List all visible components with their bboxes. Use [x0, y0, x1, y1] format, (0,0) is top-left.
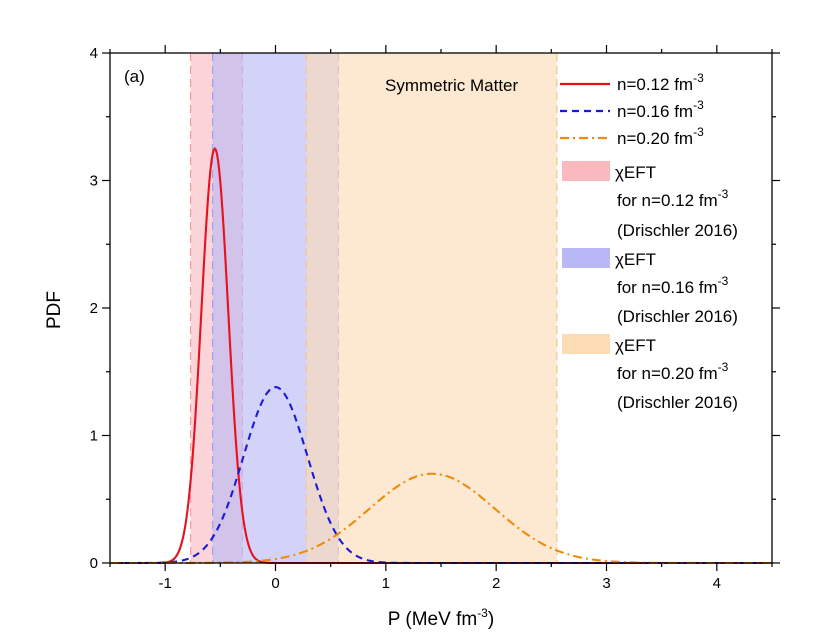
- legend-band-0-ref: (Drischler 2016): [617, 221, 738, 240]
- symmetric-matter-annotation: Symmetric Matter: [385, 76, 519, 95]
- legend-band-0-for: for n=0.12 fm-3: [617, 187, 729, 210]
- legend: n=0.12 fm-3 n=0.16 fm-3 n=0.20 fm-3 χEFT…: [560, 71, 738, 412]
- x-axis-title-sup: -3: [477, 606, 488, 620]
- x-axis-title: P (MeV fm-3): [388, 606, 494, 630]
- x-tick-label: 0: [271, 575, 279, 592]
- legend-swatch-band-2: [562, 334, 610, 354]
- x-tick-label: 1: [382, 575, 390, 592]
- y-tick-label: 0: [90, 555, 98, 572]
- legend-swatch-band-1: [562, 248, 610, 268]
- legend-band-0-label: χEFT: [615, 163, 656, 182]
- legend-item-band-0: χEFT for n=0.12 fm-3 (Drischler 2016): [562, 161, 738, 240]
- y-tick-label: 1: [90, 428, 98, 445]
- legend-band-2-for: for n=0.20 fm-3: [617, 360, 729, 383]
- legend-label-series-2: n=0.20 fm-3: [617, 125, 704, 148]
- legend-label-series-1: n=0.16 fm-3: [617, 98, 704, 121]
- x-tick-label: 2: [492, 575, 500, 592]
- legend-item-band-2: χEFT for n=0.20 fm-3 (Drischler 2016): [562, 334, 738, 412]
- legend-item-series-1: n=0.16 fm-3: [560, 98, 704, 121]
- legend-swatch-band-0: [562, 161, 610, 181]
- y-tick-label: 3: [90, 173, 98, 190]
- y-axis-title: PDF: [44, 291, 65, 329]
- legend-band-2-ref: (Drischler 2016): [617, 393, 738, 412]
- series-curve-2: [110, 472, 772, 565]
- legend-band-1-ref: (Drischler 2016): [617, 307, 738, 326]
- y-tick-label: 2: [90, 300, 98, 317]
- legend-label-series-0: n=0.12 fm-3: [617, 71, 704, 94]
- x-axis-title-close: ): [488, 609, 494, 630]
- ticks-layer: -1 0 1 2 3 4 0 1 2 3 4: [90, 45, 780, 592]
- legend-band-2-label: χEFT: [615, 336, 656, 355]
- x-tick-label: 4: [713, 575, 721, 592]
- x-tick-label: -1: [158, 575, 171, 592]
- panel-label: (a): [124, 67, 145, 86]
- legend-band-1-for: for n=0.16 fm-3: [617, 274, 729, 297]
- y-tick-label: 4: [90, 45, 98, 62]
- legend-item-series-0: n=0.12 fm-3: [560, 71, 704, 94]
- x-tick-label: 3: [602, 575, 610, 592]
- bands-layer: [189, 53, 558, 563]
- legend-item-series-2: n=0.20 fm-3: [560, 125, 704, 148]
- x-axis-title-main: P (MeV fm: [388, 609, 477, 630]
- chi-eft-band-2: [306, 53, 557, 563]
- legend-band-1-label: χEFT: [615, 250, 656, 269]
- legend-item-band-1: χEFT for n=0.16 fm-3 (Drischler 2016): [562, 248, 738, 326]
